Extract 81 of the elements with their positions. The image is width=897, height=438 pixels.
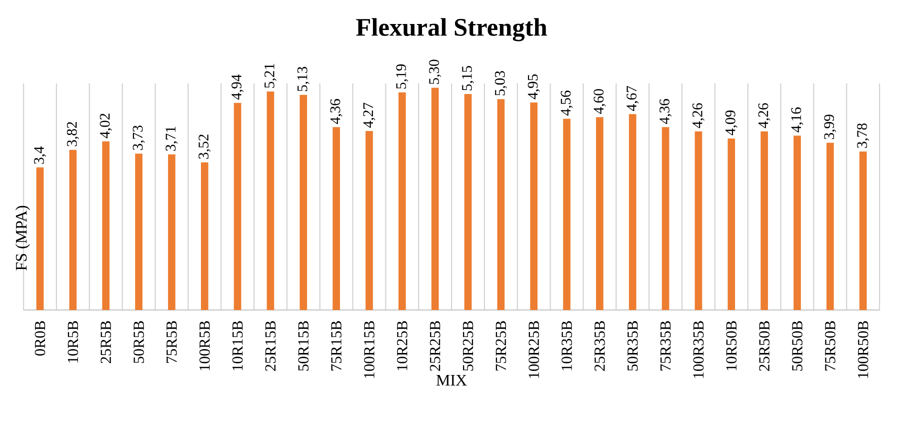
bar (332, 127, 340, 310)
bar (826, 142, 834, 310)
data-label: 4,36 (660, 99, 672, 124)
data-label: 3,4 (34, 146, 46, 164)
data-label: 5,21 (264, 64, 276, 88)
x-tick-label: 10R5B (68, 321, 78, 363)
bar (266, 92, 274, 310)
bar (69, 150, 77, 310)
bar (497, 99, 505, 310)
x-tick-label: 100R15B (364, 321, 374, 378)
y-axis-title: FS (MPA) (15, 206, 30, 270)
bar (36, 167, 44, 310)
bar (694, 131, 702, 310)
bar (300, 94, 308, 310)
x-tick-label: 75R25B (496, 321, 506, 371)
data-label: 4,27 (363, 102, 376, 128)
x-tick-label: 10R25B (397, 321, 408, 370)
bar (628, 114, 636, 310)
bar (431, 88, 439, 310)
data-label: 3,71 (166, 126, 178, 151)
data-label: 3,52 (198, 134, 211, 159)
x-tick-label: 50R15B (298, 321, 309, 371)
bar (662, 127, 670, 310)
bar (102, 141, 110, 310)
x-axis-title: MIX (436, 374, 467, 386)
x-tick-label: 75R5B (166, 321, 177, 363)
data-label: 5,13 (297, 66, 310, 92)
data-label: 4,16 (791, 107, 804, 132)
x-tick-label: 50R25B (462, 321, 474, 371)
data-label: 3,78 (857, 123, 870, 148)
x-tick-label: 50R50B (792, 321, 802, 371)
data-label: 4,26 (758, 103, 770, 128)
data-label: 5,15 (462, 66, 474, 90)
x-tick-label: 10R35B (562, 321, 572, 370)
x-tick-label: 0R0B (34, 321, 46, 356)
bar (596, 117, 604, 310)
bar (398, 92, 406, 310)
bar (563, 118, 570, 310)
data-label: 3,82 (66, 122, 79, 146)
data-label: 5,03 (494, 71, 507, 96)
x-tick-label: 75R35B (660, 321, 671, 371)
x-tick-label: 25R50B (759, 321, 770, 371)
data-label: 4,56 (560, 90, 573, 116)
x-tick-label: 25R15B (265, 321, 276, 371)
x-tick-label: 25R35B (594, 321, 605, 371)
data-label: 4,02 (100, 114, 112, 138)
data-label: 4,36 (330, 99, 342, 124)
x-tick-label: 25R5B (100, 321, 111, 364)
bar (530, 102, 538, 310)
data-label: 4,95 (528, 74, 540, 100)
data-label: 3,73 (132, 126, 145, 150)
bar (859, 152, 867, 310)
bar (200, 162, 208, 310)
x-tick-label: 50R5B (134, 321, 144, 363)
bar (366, 130, 373, 310)
x-tick-label: 100R5B (199, 321, 210, 370)
bar (728, 138, 736, 310)
x-tick-label: 25R25B (430, 321, 440, 371)
bar (794, 136, 801, 310)
data-label: 3,99 (824, 114, 836, 140)
data-label: 5,19 (396, 64, 408, 89)
x-tick-label: 100R25B (528, 321, 540, 378)
x-tick-label: 50R35B (627, 321, 638, 371)
x-tick-label: 100R50B (858, 321, 868, 378)
data-label: 4,94 (232, 74, 244, 100)
bar (135, 154, 142, 310)
x-tick-label: 75R50B (824, 321, 836, 371)
data-label: 4,26 (692, 103, 704, 128)
x-tick-label: 100R35B (693, 321, 704, 378)
chart-title: Flexural Strength (356, 18, 547, 42)
data-label: 4,67 (626, 86, 639, 111)
x-tick-label: 75R15B (331, 321, 342, 371)
x-tick-label: 10R15B (232, 321, 243, 370)
bar (168, 154, 176, 310)
bar (464, 94, 472, 310)
bar (234, 102, 242, 310)
bar (760, 131, 768, 310)
data-label: 5,30 (429, 60, 442, 84)
data-label: 4,09 (725, 110, 738, 136)
data-label: 4,60 (594, 89, 606, 114)
x-tick-label: 10R50B (726, 321, 737, 370)
